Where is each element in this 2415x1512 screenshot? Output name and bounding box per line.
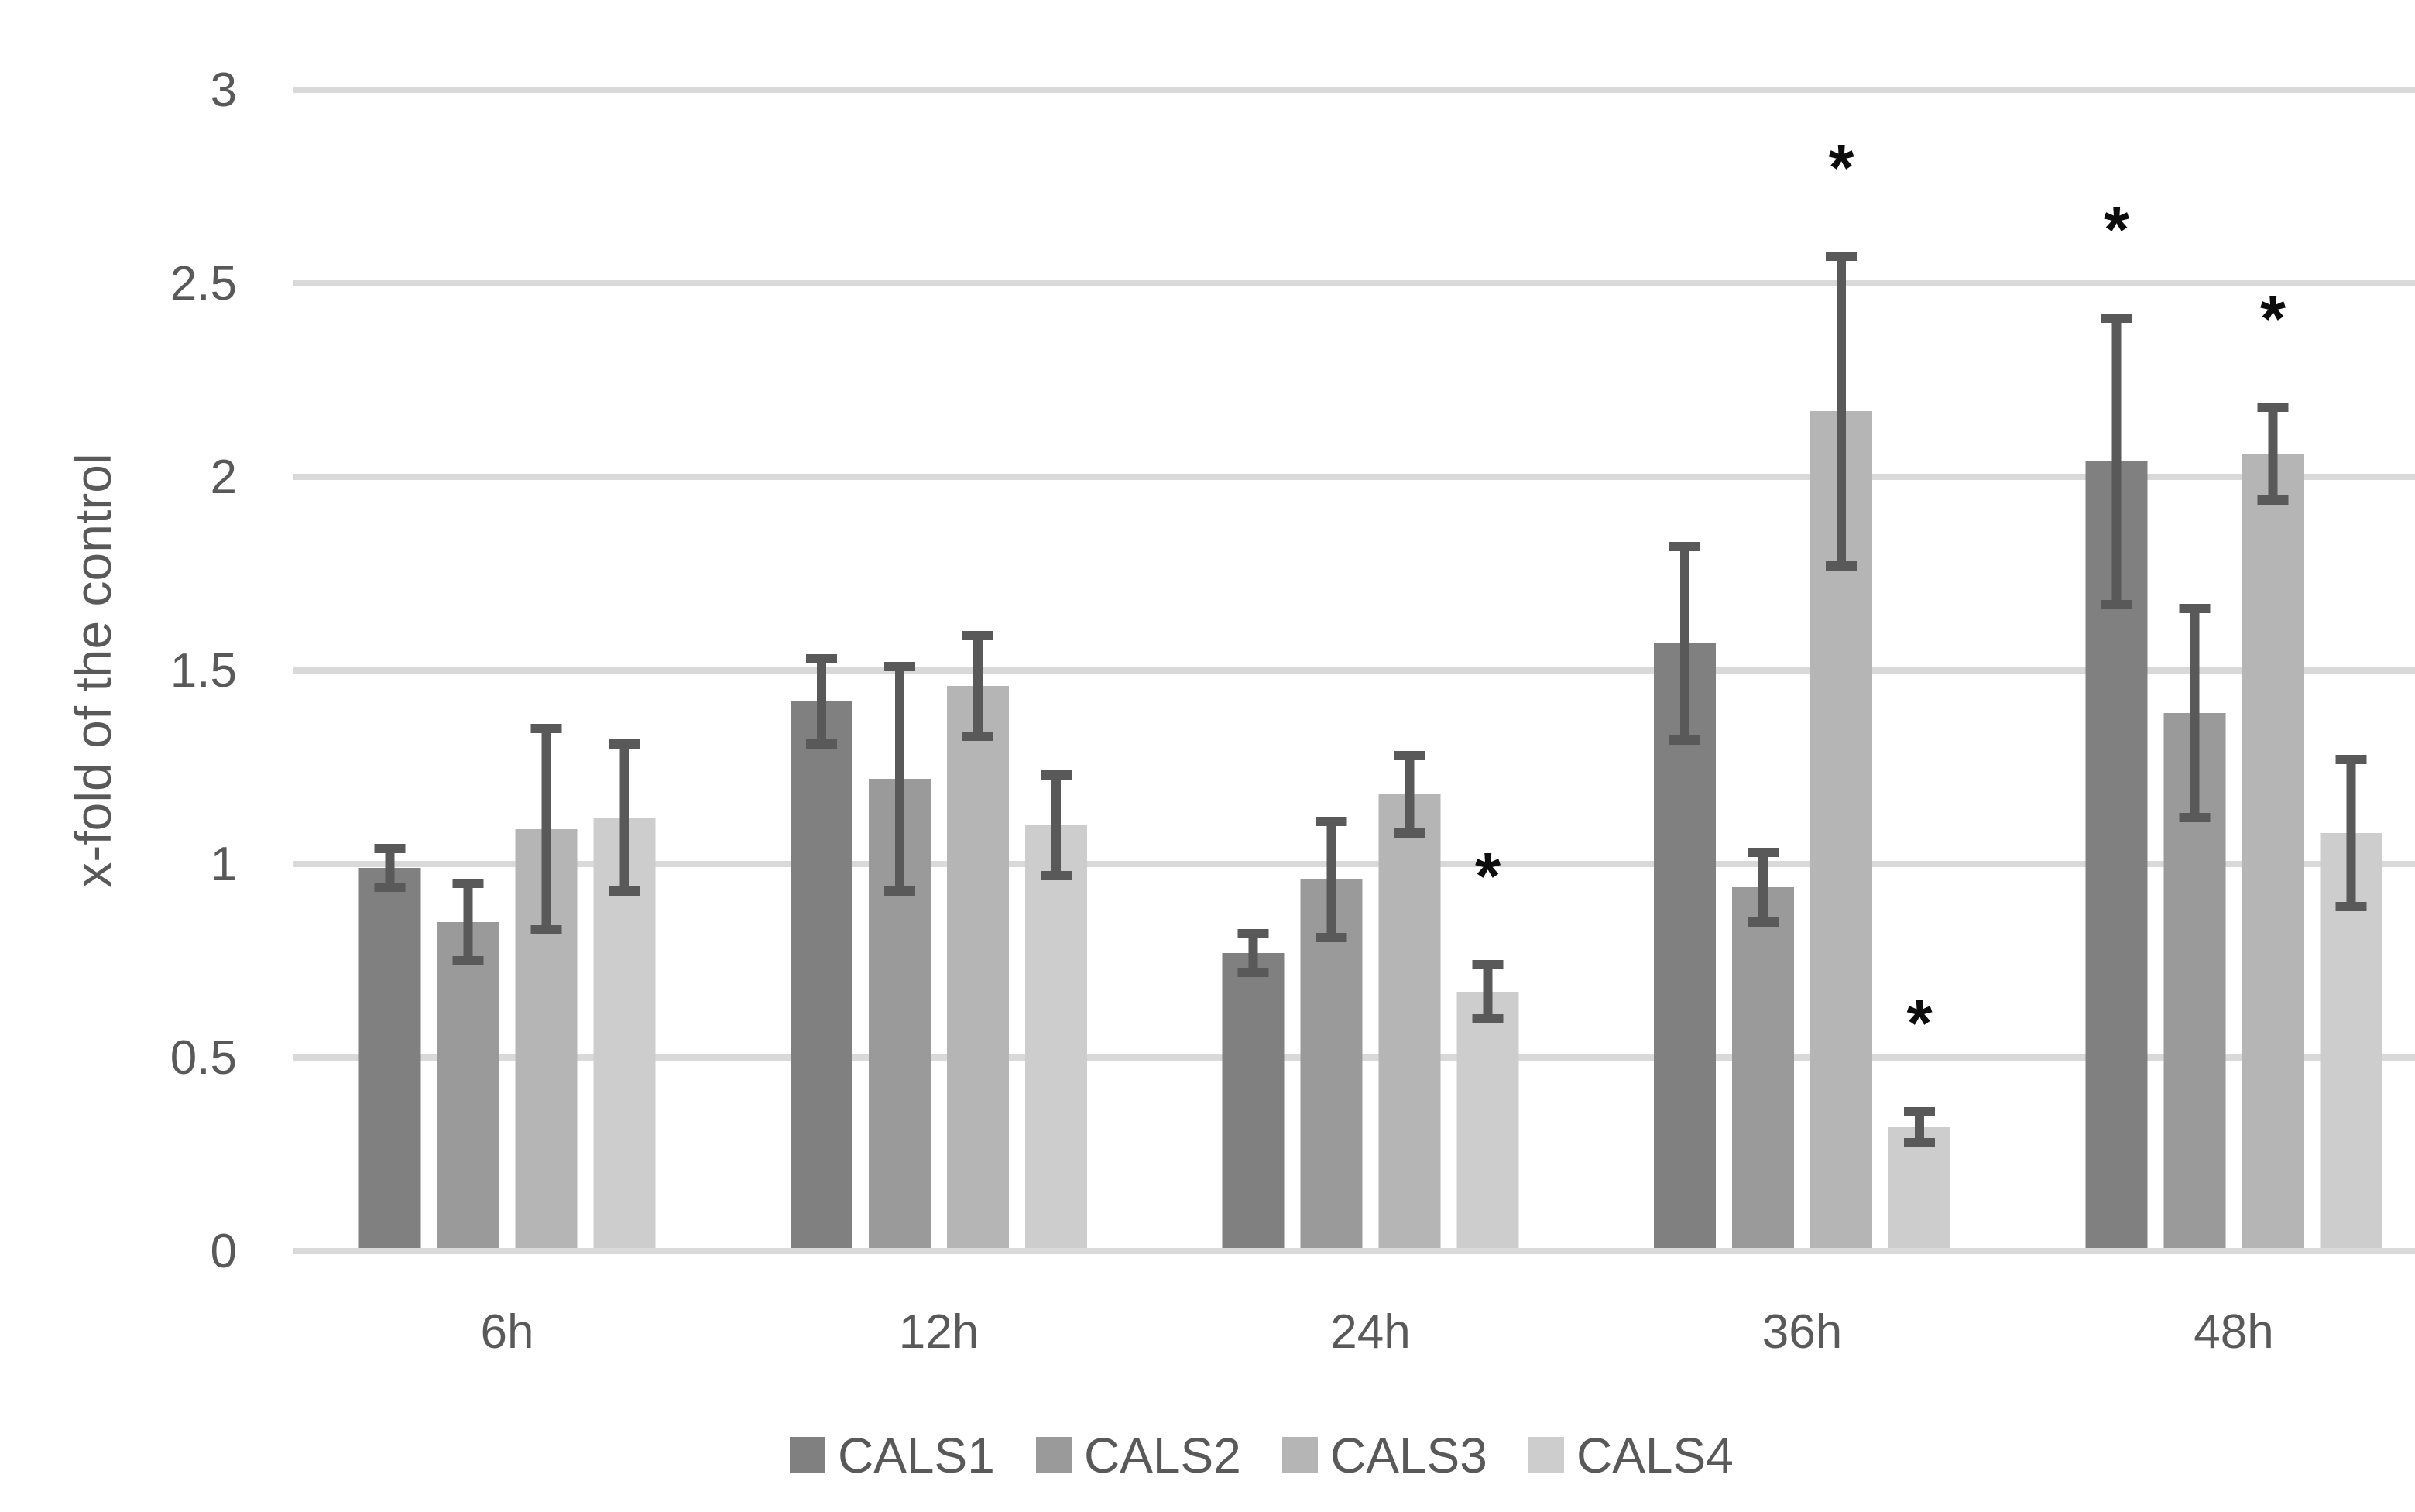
legend-item-CALS1: CALS1: [790, 1428, 995, 1483]
error-bar-CALS4-24h: [1472, 960, 1504, 1023]
y-tick-label-2: 2: [211, 451, 237, 504]
significance-asterisk-CALS4-36h: *: [1906, 987, 1932, 1061]
y-tick-label-1.5: 1.5: [170, 644, 237, 698]
error-bar-CALS3-24h: [1394, 751, 1425, 838]
y-tick-label-2.5: 2.5: [170, 257, 237, 310]
x-axis-label-12h: 12h: [899, 1305, 979, 1359]
y-axis-tick-labels: 0 0.5 1 1.5 2 2.5 3: [170, 63, 237, 1278]
y-axis-title: x-fold of the control: [64, 453, 122, 887]
bar-CALS3-24h: [1378, 794, 1441, 1248]
significance-asterisk-CALS3-48h: *: [2260, 283, 2286, 356]
bar-chart-figure: 0 0.5 1 1.5 2 2.5 3 x-fold of the control * * * *…: [31, 12, 2415, 1500]
bar-CALS1-12h: [791, 701, 852, 1248]
error-bar-CALS3-36h: [1826, 252, 1857, 571]
error-bar-CALS2-12h: [884, 662, 915, 896]
significance-markers-layer: * * * * *: [1475, 132, 2286, 1061]
x-axis-label-48h: 48h: [2194, 1305, 2273, 1359]
y-tick-label-3: 3: [211, 63, 237, 117]
legend: CALS1 CALS2 CALS3 CALS4: [790, 1428, 1734, 1483]
error-bar-CALS1-36h: [1669, 542, 1700, 745]
bar-CALS3-12h: [947, 686, 1009, 1248]
error-bar-CALS3-12h: [962, 631, 993, 741]
legend-swatch-CALS4: [1528, 1437, 1564, 1473]
error-bar-CALS4-48h: [2335, 755, 2367, 911]
legend-item-CALS3: CALS3: [1282, 1428, 1487, 1483]
significance-asterisk-CALS1-48h: *: [2104, 194, 2129, 267]
chart-canvas: 00.511.522.53 x-fold of the control ****…: [64, 63, 2415, 1483]
error-bars-layer: [374, 252, 2367, 1147]
error-bar-CALS2-6h: [452, 879, 484, 965]
legend-item-CALS2: CALS2: [1036, 1428, 1241, 1483]
error-bar-CALS4-6h: [609, 739, 640, 896]
y-tick-label-0.5: 0.5: [170, 1031, 237, 1085]
bar-CALS4-12h: [1025, 825, 1087, 1248]
legend-swatch-CALS3: [1282, 1437, 1318, 1473]
legend-label-CALS1: CALS1: [838, 1428, 995, 1483]
error-bar-CALS3-6h: [530, 724, 562, 934]
x-axis-label-6h: 6h: [481, 1305, 534, 1359]
error-bar-CALS2-24h: [1316, 817, 1347, 942]
legend-label-CALS4: CALS4: [1576, 1428, 1734, 1483]
x-axis-labels: 6h 12h 24h 36h 48h: [481, 1305, 2274, 1359]
legend-label-CALS3: CALS3: [1330, 1428, 1487, 1483]
legend-label-CALS2: CALS2: [1084, 1428, 1241, 1483]
bar-CALS3-48h: [2242, 454, 2304, 1248]
error-bar-CALS4-12h: [1041, 770, 1072, 880]
legend-swatch-CALS1: [790, 1437, 825, 1473]
x-axis-label-24h: 24h: [1330, 1305, 1410, 1359]
error-bar-CALS1-12h: [806, 654, 837, 749]
y-tick-label-1: 1: [211, 838, 237, 891]
y-tick-label-0: 0: [211, 1225, 237, 1278]
error-bar-CALS1-48h: [2101, 314, 2132, 609]
bar-CALS1-24h: [1222, 953, 1285, 1248]
significance-asterisk-CALS4-24h: *: [1475, 840, 1501, 914]
error-bar-CALS4-36h: [1904, 1107, 1935, 1147]
bars-layer: [358, 411, 2382, 1248]
x-axis-label-36h: 36h: [1762, 1305, 1842, 1359]
legend-swatch-CALS2: [1036, 1437, 1072, 1473]
bar-CALS2-6h: [437, 922, 499, 1248]
bar-CALS2-36h: [1732, 887, 1794, 1248]
error-bar-CALS2-36h: [1748, 848, 1779, 927]
significance-asterisk-CALS3-36h: *: [1828, 132, 1854, 205]
error-bar-CALS3-48h: [2257, 403, 2289, 505]
bar-CALS4-24h: [1456, 992, 1519, 1248]
error-bar-CALS1-6h: [374, 844, 406, 892]
error-bar-CALS2-48h: [2179, 604, 2211, 822]
error-bar-CALS1-24h: [1237, 929, 1269, 977]
bar-CALS1-6h: [358, 868, 421, 1248]
legend-item-CALS4: CALS4: [1528, 1428, 1734, 1483]
